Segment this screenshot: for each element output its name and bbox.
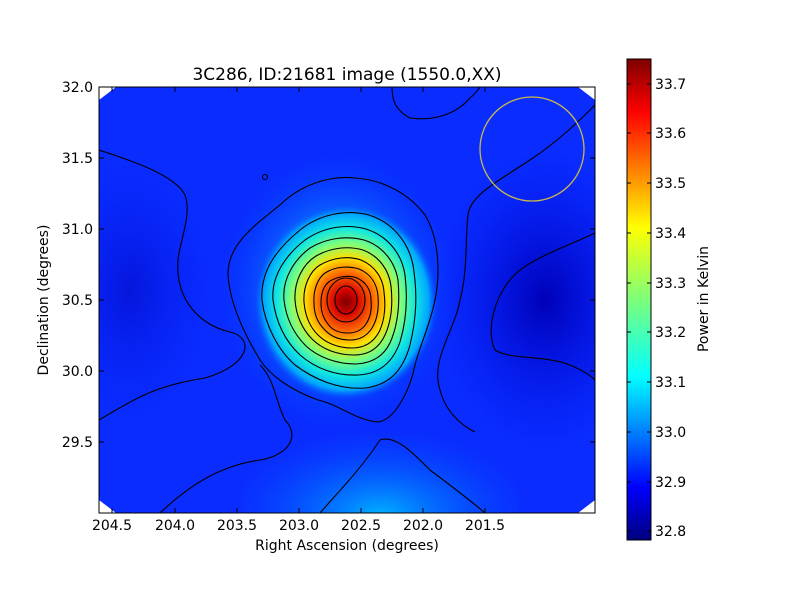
- y-tick: 30.0: [62, 364, 595, 380]
- heatmap-image: [99, 87, 595, 513]
- x-axis-label: Right Ascension (degrees): [255, 538, 439, 554]
- contour-line: [437, 214, 476, 433]
- y-tick: 31.0: [62, 222, 595, 238]
- contour-line: [99, 207, 100, 211]
- contour-line: [320, 275, 372, 334]
- east-low-region: [435, 150, 595, 450]
- y-tick-label: 31.5: [62, 151, 93, 167]
- beam-circle: [479, 96, 585, 202]
- colorbar-tick: 33.4: [627, 226, 686, 242]
- colorbar-tick-label: 32.8: [655, 524, 686, 540]
- colorbar-tick-label: 33.1: [655, 375, 686, 391]
- colorbar-tick-label: 33.2: [655, 325, 686, 341]
- contour-line: [313, 266, 379, 341]
- y-axis: 29.5 30.0 30.5 31.0 31.5 32.0 Declinatio…: [36, 80, 595, 451]
- colorbar-tick: 33.7: [627, 77, 686, 93]
- corner-wedge: [578, 87, 595, 100]
- y-tick-label: 30.0: [62, 364, 93, 380]
- colorbar-tick-label: 32.9: [655, 475, 686, 491]
- contour-line: [261, 212, 417, 389]
- south-bright-region: [240, 420, 520, 513]
- colorbar-label: Power in Kelvin: [696, 246, 712, 352]
- contour-line: [326, 277, 366, 323]
- x-axis: 204.5 204.0 203.5 203.0 202.5 202.0 201.…: [92, 87, 505, 554]
- x-tick-label: 204.0: [155, 518, 195, 534]
- colorbar-tick-label: 33.3: [655, 276, 686, 292]
- x-tick: 203.0: [279, 87, 319, 534]
- colorbar: 32.8 32.9 33.0 33.1 33.2 33.3 33.4 33.5: [626, 58, 712, 541]
- contour-line: [490, 232, 595, 381]
- x-tick: 201.5: [465, 87, 505, 534]
- contour-line: [467, 104, 595, 216]
- x-tick: 202.0: [403, 87, 443, 534]
- colorbar-tick-label: 33.6: [655, 126, 686, 142]
- y-tick-label: 31.0: [62, 222, 93, 238]
- y-tick-label: 29.5: [62, 435, 93, 451]
- chart-title: 3C286, ID:21681 image (1550.0,XX): [192, 65, 501, 85]
- y-tick: 31.5: [62, 151, 595, 167]
- contour-line: [303, 257, 386, 349]
- contour-line: [334, 285, 358, 315]
- contour-line: [261, 173, 269, 181]
- colorbar-tick: 33.1: [627, 375, 686, 391]
- y-tick: 32.0: [62, 80, 595, 96]
- source-peak: [254, 204, 438, 400]
- colorbar-tick: 33.5: [627, 176, 686, 192]
- colorbar-tick: 32.8: [627, 524, 686, 540]
- corner-wedge: [578, 500, 595, 513]
- colorbar-gradient: [626, 58, 652, 541]
- colorbar-tick-label: 33.0: [655, 425, 686, 441]
- y-tick: 30.5: [62, 293, 595, 309]
- x-tick-label: 201.5: [465, 518, 505, 534]
- y-tick-label: 32.0: [62, 80, 93, 96]
- x-tick-label: 202.5: [341, 518, 381, 534]
- colorbar-tick-label: 33.5: [655, 176, 686, 192]
- y-tick: 29.5: [62, 435, 595, 451]
- contour-line: [391, 87, 481, 120]
- y-tick-label: 30.5: [62, 293, 93, 309]
- x-tick-label: 202.0: [403, 518, 443, 534]
- west-low-region: [99, 160, 210, 420]
- colorbar-tick: 32.9: [627, 475, 686, 491]
- x-tick: 204.0: [155, 87, 195, 534]
- contour-line: [319, 438, 486, 513]
- colorbar-tick: 33.0: [627, 425, 686, 441]
- contour-line: [99, 149, 246, 421]
- colorbar-tick-label: 33.7: [655, 77, 686, 93]
- x-tick-label: 203.0: [279, 518, 319, 534]
- x-tick: 202.5: [341, 87, 381, 534]
- colorbar-tick-label: 33.4: [655, 226, 686, 242]
- x-tick: 204.5: [92, 87, 132, 534]
- contour-line: [283, 237, 400, 365]
- colorbar-tick: 33.2: [627, 325, 686, 341]
- colorbar-tick: 33.3: [627, 276, 686, 292]
- x-tick-label: 203.5: [217, 518, 257, 534]
- contour-lines: [99, 87, 595, 513]
- x-tick: 203.5: [217, 87, 257, 534]
- contour-line: [159, 364, 293, 513]
- contour-line: [272, 225, 407, 376]
- contour-line: [227, 176, 439, 423]
- x-tick-label: 204.5: [92, 518, 132, 534]
- contour-line: [294, 247, 393, 356]
- colorbar-tick: 33.6: [627, 126, 686, 142]
- y-axis-label: Declination (degrees): [36, 225, 52, 376]
